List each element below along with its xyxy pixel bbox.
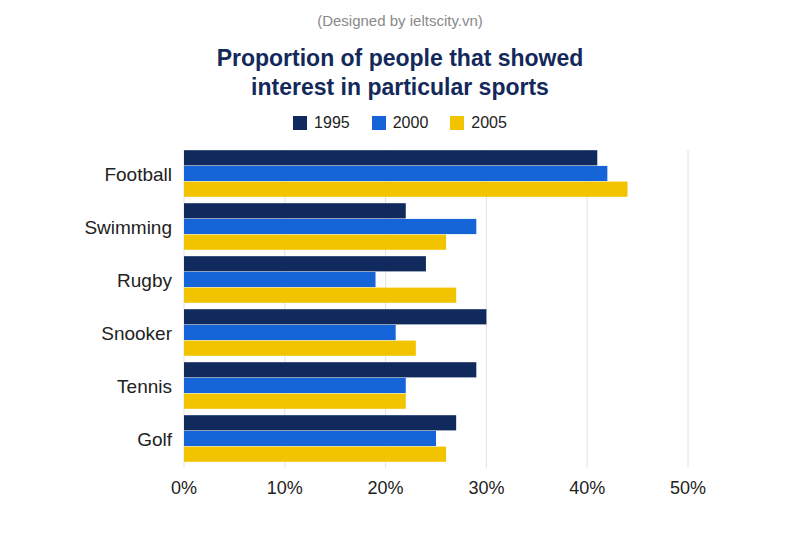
tick-label: 30% bbox=[468, 478, 504, 498]
legend-swatch bbox=[450, 116, 464, 130]
bar bbox=[184, 394, 406, 409]
bar bbox=[184, 447, 446, 462]
tick-label: 40% bbox=[569, 478, 605, 498]
bar bbox=[184, 341, 416, 356]
bar bbox=[184, 182, 628, 197]
category-label: Swimming bbox=[84, 217, 172, 238]
bars bbox=[184, 150, 628, 462]
tick-label: 20% bbox=[368, 478, 404, 498]
legend-swatch bbox=[372, 116, 386, 130]
tick-label: 0% bbox=[171, 478, 197, 498]
bar bbox=[184, 309, 486, 324]
category-label: Tennis bbox=[117, 376, 172, 397]
legend-item: 2000 bbox=[372, 114, 429, 132]
category-label: Snooker bbox=[101, 323, 172, 344]
bar bbox=[184, 272, 376, 287]
category-label: Rugby bbox=[117, 270, 172, 291]
bar bbox=[184, 235, 446, 250]
tick-label: 50% bbox=[670, 478, 706, 498]
legend-item: 2005 bbox=[450, 114, 507, 132]
legend: 1995 2000 2005 bbox=[0, 114, 800, 132]
category-label: Golf bbox=[137, 429, 173, 450]
bar bbox=[184, 150, 597, 165]
bar bbox=[184, 378, 406, 393]
grid-line bbox=[486, 150, 487, 468]
x-axis: 0% 10% 20% 30% 40% 50% bbox=[171, 478, 706, 498]
legend-label: 2005 bbox=[471, 114, 507, 132]
title: Proportion of people that showed interes… bbox=[195, 44, 605, 102]
chart: 0% 10% 20% 30% 40% 50% Football Swimming Rugby Sn… bbox=[0, 0, 800, 533]
legend-item: 1995 bbox=[293, 114, 350, 132]
bar bbox=[184, 415, 456, 430]
grid-line bbox=[688, 150, 689, 468]
legend-label: 2000 bbox=[393, 114, 429, 132]
tick-label: 10% bbox=[267, 478, 303, 498]
legend-swatch bbox=[293, 116, 307, 130]
bar bbox=[184, 288, 456, 303]
bar bbox=[184, 219, 476, 234]
bar bbox=[184, 325, 396, 340]
subtitle: (Designed by ieltscity.vn) bbox=[0, 12, 800, 29]
bar bbox=[184, 362, 476, 377]
y-axis: Football Swimming Rugby Snooker Tennis Golf bbox=[84, 164, 172, 450]
category-label: Football bbox=[104, 164, 172, 185]
bar bbox=[184, 431, 436, 446]
bar bbox=[184, 256, 426, 271]
bar bbox=[184, 203, 406, 218]
bar bbox=[184, 166, 607, 181]
grid-line bbox=[587, 150, 588, 468]
grid bbox=[184, 150, 688, 468]
legend-label: 1995 bbox=[314, 114, 350, 132]
